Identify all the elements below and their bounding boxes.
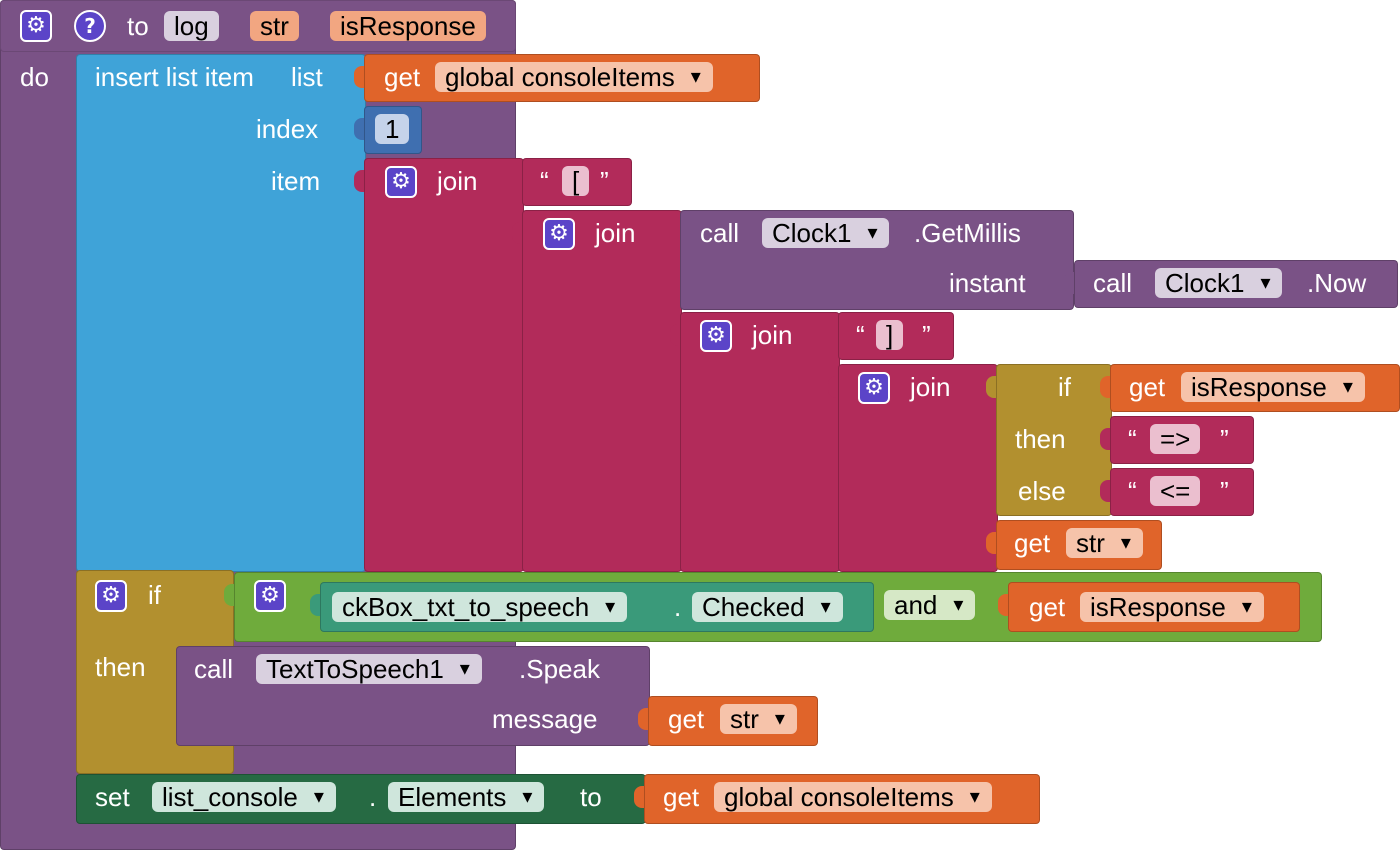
property-dropdown[interactable]: Elements [388, 782, 545, 812]
get-block-tab [354, 66, 364, 88]
join-label: join [752, 320, 793, 350]
open-quote: “ [540, 166, 549, 196]
get-label: get [663, 782, 700, 812]
number-block-tab [354, 118, 364, 140]
property-dropdown[interactable]: Checked [692, 592, 843, 622]
gear-icon[interactable]: ⚙ [543, 218, 575, 250]
join-block-3-tab [670, 324, 680, 346]
gear-icon[interactable]: ⚙ [254, 580, 286, 612]
item-socket-label: item [271, 166, 321, 196]
call-label: call [1093, 268, 1133, 298]
insert-list-item-label: insert list item [95, 62, 254, 92]
get-label: get [384, 62, 421, 92]
message-socket-label: message [492, 704, 598, 734]
get-label: get [668, 704, 705, 734]
join-label: join [910, 372, 951, 402]
close-quote: ” [922, 320, 931, 350]
to-label: to [580, 782, 602, 812]
join-block-2-tab [512, 222, 522, 244]
clock-now-tab [1064, 272, 1074, 294]
join-label: join [595, 218, 636, 248]
close-quote: ” [1220, 424, 1229, 454]
variable-dropdown[interactable]: str [720, 704, 797, 734]
speak-method-label: .Speak [519, 654, 600, 684]
gear-icon[interactable]: ⚙ [700, 320, 732, 352]
list-socket-label: list [291, 62, 323, 92]
dot-label: . [674, 592, 682, 622]
gear-icon[interactable]: ⚙ [20, 10, 52, 42]
gear-icon[interactable]: ⚙ [385, 166, 417, 198]
close-quote: ” [1220, 476, 1229, 506]
variable-dropdown[interactable]: isResponse [1181, 372, 1365, 402]
and-block-tab [224, 584, 234, 606]
text-field-arrow-left[interactable]: <= [1150, 476, 1201, 506]
get-block-tab [638, 708, 648, 730]
join-block-4-tab [828, 376, 838, 398]
get-block-tab [986, 532, 996, 554]
to-label: to [127, 11, 149, 41]
param-str[interactable]: str [250, 11, 299, 41]
text-field-arrow-right[interactable]: => [1150, 424, 1201, 454]
component-dropdown[interactable]: list_console [152, 782, 336, 812]
then-label: then [95, 652, 146, 682]
variable-dropdown[interactable]: global consoleItems [714, 782, 992, 812]
join-block-2[interactable] [522, 210, 682, 572]
variable-dropdown[interactable]: str [1066, 528, 1143, 558]
get-block-tab [998, 594, 1008, 616]
if-label: if [1058, 372, 1071, 402]
get-block-tab [634, 786, 644, 808]
get-label: get [1129, 372, 1166, 402]
now-method-label: .Now [1307, 268, 1367, 298]
getmillis-method-label: .GetMillis [914, 218, 1021, 248]
question-mark-icon[interactable]: ? [74, 10, 106, 42]
get-label: get [1029, 592, 1066, 622]
join-block-tab [354, 170, 364, 192]
join-block-3[interactable] [680, 312, 840, 572]
variable-dropdown[interactable]: isResponse [1080, 592, 1264, 622]
join-label: join [437, 166, 478, 196]
text-field-close-bracket[interactable]: ] [876, 320, 904, 350]
clock-component-dropdown[interactable]: Clock1 [762, 218, 890, 248]
text-tab [1100, 428, 1110, 450]
do-label: do [20, 62, 49, 92]
join-block-outer[interactable] [364, 158, 524, 572]
operator-dropdown[interactable]: and [884, 590, 976, 620]
inline-if-tab [986, 376, 996, 398]
clock-component-dropdown[interactable]: Clock1 [1155, 268, 1283, 298]
getter-tab [310, 594, 320, 616]
index-socket-label: index [256, 114, 319, 144]
gear-icon[interactable]: ⚙ [95, 580, 127, 612]
component-dropdown[interactable]: ckBox_txt_to_speech [332, 592, 628, 622]
else-label: else [1018, 476, 1066, 506]
text-field-open-bracket[interactable]: [ [562, 166, 590, 196]
get-block-tab [1100, 376, 1110, 398]
open-quote: “ [1128, 476, 1137, 506]
tts-component-dropdown[interactable]: TextToSpeech1 [256, 654, 482, 684]
text-tab [1100, 480, 1110, 502]
insert-list-item-block[interactable] [76, 54, 366, 572]
get-label: get [1014, 528, 1051, 558]
call-label: call [194, 654, 234, 684]
dot-label: . [369, 782, 377, 812]
call-label: call [700, 218, 740, 248]
gear-icon[interactable]: ⚙ [858, 372, 890, 404]
then-label: then [1015, 424, 1066, 454]
open-quote: “ [856, 320, 865, 350]
close-quote: ” [600, 166, 609, 196]
if-label: if [148, 580, 161, 610]
variable-dropdown[interactable]: global consoleItems [435, 62, 713, 92]
instant-socket-label: instant [949, 268, 1026, 298]
procedure-name-field[interactable]: log [164, 11, 219, 41]
param-isresponse[interactable]: isResponse [330, 11, 486, 41]
set-label: set [95, 782, 130, 812]
open-quote: “ [1128, 424, 1137, 454]
number-field[interactable]: 1 [375, 114, 410, 144]
